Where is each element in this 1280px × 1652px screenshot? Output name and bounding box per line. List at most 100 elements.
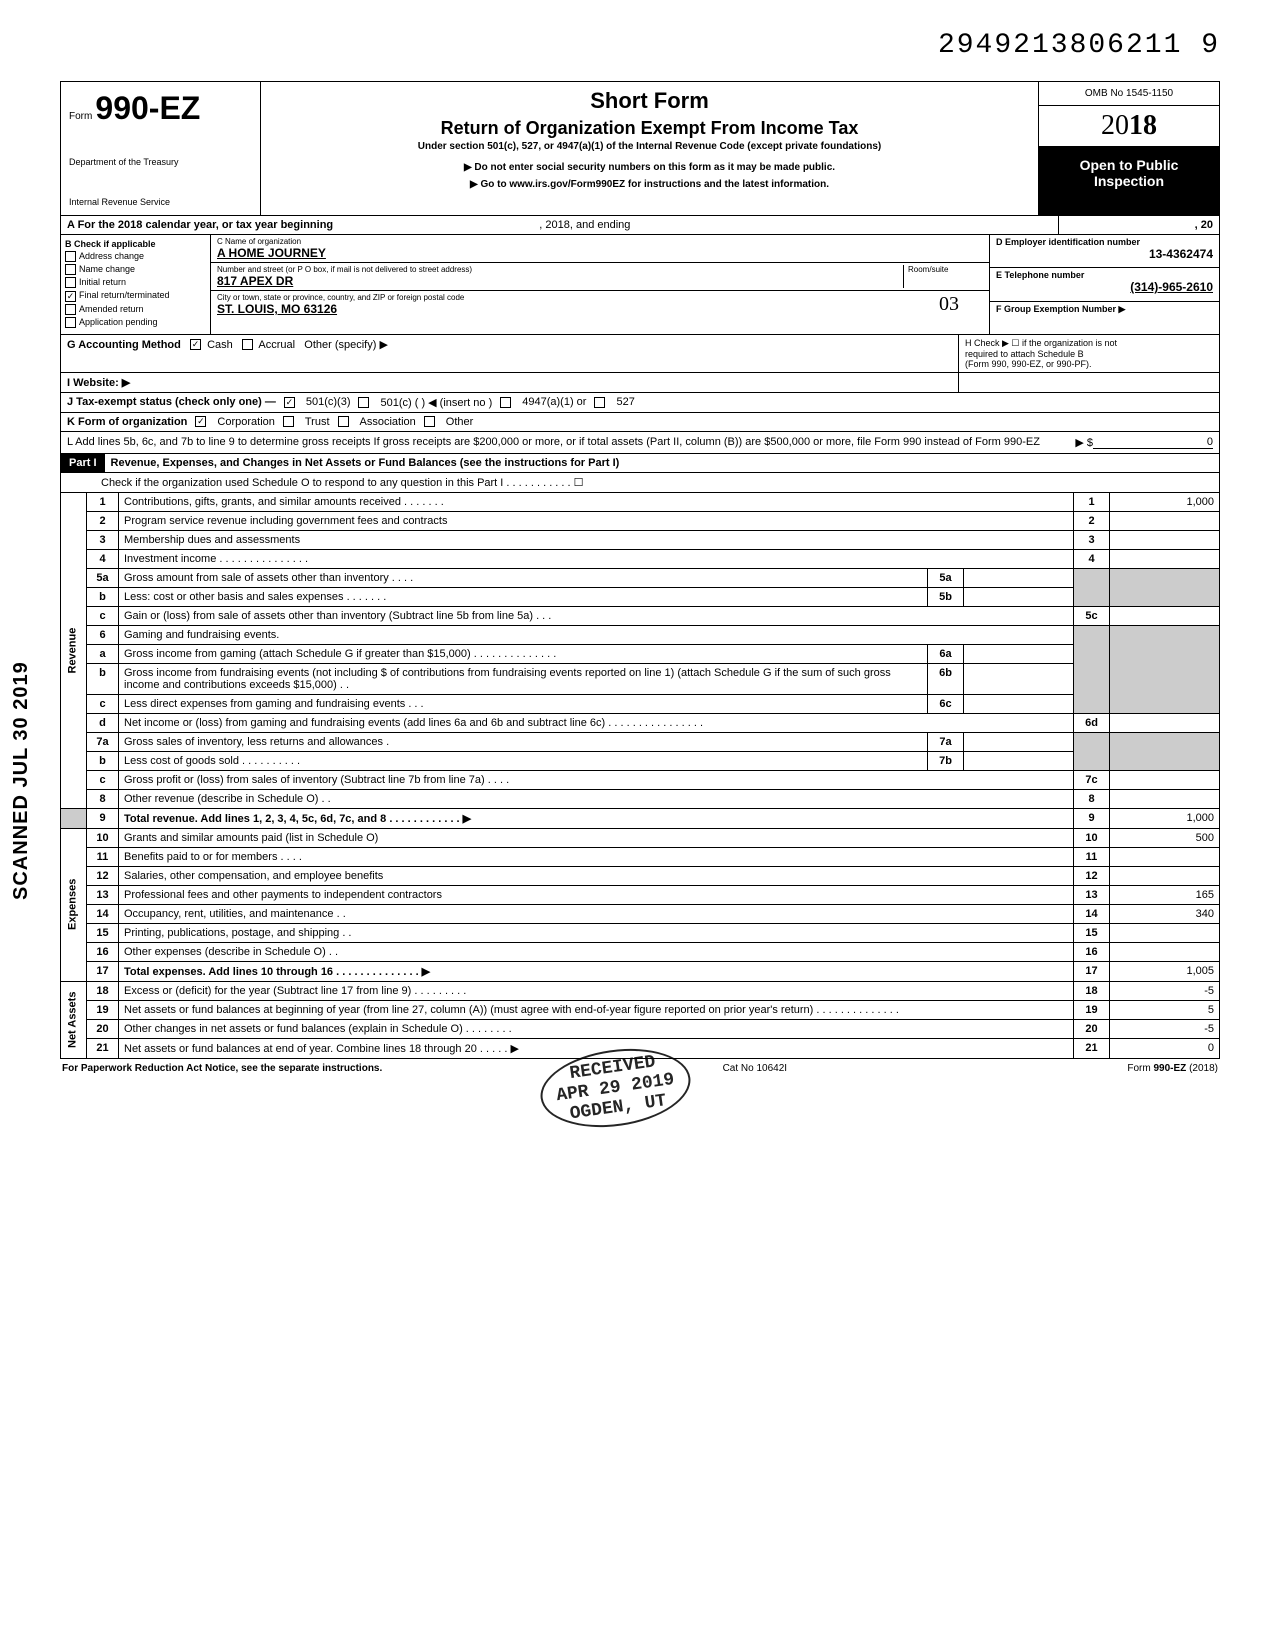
- room-suite-label: Room/suite: [903, 265, 983, 288]
- k-label: K Form of organization: [67, 416, 187, 428]
- part1-title: Revenue, Expenses, and Changes in Net As…: [105, 454, 1219, 472]
- cb-501c3[interactable]: ✓: [284, 397, 295, 408]
- h-line1: H Check ▶ ☐ if the organization is not: [965, 338, 1213, 349]
- row-h: H Check ▶ ☐ if the organization is not r…: [959, 335, 1219, 372]
- row-i: I Website: ▶: [61, 373, 959, 392]
- table-row: 8Other revenue (describe in Schedule O) …: [61, 789, 1220, 808]
- table-row: 7aGross sales of inventory, less returns…: [61, 732, 1220, 751]
- org-name-row: C Name of organization A HOME JOURNEY: [211, 235, 989, 263]
- table-row: 16Other expenses (describe in Schedule O…: [61, 942, 1220, 961]
- form-number: 990-EZ: [95, 90, 200, 126]
- cb-name-change[interactable]: Name change: [65, 264, 206, 275]
- table-row: 9Total revenue. Add lines 1, 2, 3, 4, 5c…: [61, 808, 1220, 828]
- table-row: 2Program service revenue including gover…: [61, 511, 1220, 530]
- open-to-public: Open to Public Inspection: [1039, 147, 1219, 215]
- j-o3: 4947(a)(1) or: [522, 396, 586, 408]
- ssn-warning: ▶ Do not enter social security numbers o…: [271, 162, 1028, 173]
- footer-right: Form 990-EZ (2018): [1127, 1063, 1218, 1074]
- block-b-to-f: B Check if applicable Address change Nam…: [60, 235, 1220, 335]
- goto-link: ▶ Go to www.irs.gov/Form990EZ for instru…: [271, 179, 1028, 190]
- cb-accrual[interactable]: [242, 339, 253, 350]
- form-header: Form 990-EZ Department of the Treasury I…: [60, 81, 1220, 216]
- cb-other-org[interactable]: [424, 416, 435, 427]
- cb-amended-return[interactable]: Amended return: [65, 304, 206, 315]
- row-k: K Form of organization ✓Corporation Trus…: [60, 413, 1220, 432]
- part1-badge: Part I: [61, 454, 105, 472]
- row-l: L Add lines 5b, 6c, and 7b to line 9 to …: [60, 432, 1220, 454]
- row-a-left: A For the 2018 calendar year, or tax yea…: [67, 219, 333, 231]
- col-b-header: B Check if applicable: [65, 239, 206, 249]
- cb-application-pending[interactable]: Application pending: [65, 317, 206, 328]
- subtitle: Under section 501(c), 527, or 4947(a)(1)…: [271, 141, 1028, 152]
- g-accrual: Accrual: [258, 339, 295, 351]
- table-row: Expenses10Grants and similar amounts pai…: [61, 828, 1220, 847]
- h-line2: required to attach Schedule B: [965, 349, 1213, 359]
- phone-label: E Telephone number: [996, 270, 1213, 280]
- ein-row: D Employer identification number 13-4362…: [990, 235, 1219, 268]
- cb-final-return[interactable]: ✓Final return/terminated: [65, 290, 206, 301]
- ein-label: D Employer identification number: [996, 237, 1213, 247]
- table-row: 13Professional fees and other payments t…: [61, 885, 1220, 904]
- short-form-title: Short Form: [271, 88, 1028, 114]
- cb-address-change[interactable]: Address change: [65, 251, 206, 262]
- g-cash: Cash: [207, 339, 233, 351]
- group-exemption-row: F Group Exemption Number ▶: [990, 302, 1219, 334]
- j-o1: 501(c)(3): [306, 396, 351, 408]
- city-label: City or town, state or province, country…: [217, 293, 983, 302]
- table-row: 3Membership dues and assessments3: [61, 530, 1220, 549]
- city-row: City or town, state or province, country…: [211, 291, 989, 318]
- tax-year: 2018: [1039, 106, 1219, 147]
- table-row: 17Total expenses. Add lines 10 through 1…: [61, 961, 1220, 981]
- main-table: Revenue 1 Contributions, gifts, grants, …: [60, 493, 1220, 1059]
- cb-527[interactable]: [594, 397, 605, 408]
- cb-trust[interactable]: [283, 416, 294, 427]
- l-text: L Add lines 5b, 6c, and 7b to line 9 to …: [67, 436, 1053, 449]
- handwritten-note: 03: [939, 293, 959, 316]
- right-no: 1: [1074, 493, 1110, 512]
- scanned-stamp: SCANNED JUL 30 2019: [10, 661, 33, 900]
- table-row: bLess cost of goods sold . . . . . . . .…: [61, 751, 1220, 770]
- row-h-cont: [959, 373, 1219, 392]
- footer-left: For Paperwork Reduction Act Notice, see …: [62, 1063, 382, 1074]
- form-id-cell: Form 990-EZ Department of the Treasury I…: [61, 82, 261, 215]
- row-a-text: A For the 2018 calendar year, or tax yea…: [61, 216, 1059, 234]
- dept-irs: Internal Revenue Service: [69, 197, 252, 207]
- cb-501c[interactable]: [358, 397, 369, 408]
- row-a-right: , 20: [1059, 216, 1219, 234]
- street-row: Number and street (or P O box, if mail i…: [211, 263, 989, 291]
- group-exemption-label: F Group Exemption Number ▶: [996, 304, 1213, 315]
- table-row: bLess: cost or other basis and sales exp…: [61, 587, 1220, 606]
- table-row: 4Investment income . . . . . . . . . . .…: [61, 549, 1220, 568]
- table-row: Net Assets18Excess or (deficit) for the …: [61, 981, 1220, 1000]
- part1-sub: Check if the organization used Schedule …: [60, 473, 1220, 493]
- col-c-org-info: C Name of organization A HOME JOURNEY Nu…: [211, 235, 989, 334]
- j-o2: 501(c) ( ) ◀ (insert no ): [380, 396, 492, 409]
- title-cell: Short Form Return of Organization Exempt…: [261, 82, 1039, 215]
- table-row: bGross income from fundraising events (n…: [61, 663, 1220, 694]
- line-desc: Contributions, gifts, grants, and simila…: [119, 493, 1074, 512]
- k-o2: Trust: [305, 416, 330, 428]
- row-g-h: G Accounting Method ✓ Cash Accrual Other…: [60, 335, 1220, 373]
- table-row: 20Other changes in net assets or fund ba…: [61, 1019, 1220, 1038]
- right-val: 1,000: [1110, 493, 1220, 512]
- l-amount: 0: [1093, 436, 1213, 449]
- org-name-value: A HOME JOURNEY: [217, 246, 983, 260]
- table-row: Revenue 1 Contributions, gifts, grants, …: [61, 493, 1220, 512]
- cb-cash[interactable]: ✓: [190, 339, 201, 350]
- phone-value: (314)-965-2610: [996, 280, 1213, 294]
- cb-corporation[interactable]: ✓: [195, 416, 206, 427]
- k-o3: Association: [360, 416, 416, 428]
- table-row: cGross profit or (loss) from sales of in…: [61, 770, 1220, 789]
- table-row: 6Gaming and fundraising events.: [61, 625, 1220, 644]
- cb-association[interactable]: [338, 416, 349, 427]
- row-g: G Accounting Method ✓ Cash Accrual Other…: [61, 335, 959, 372]
- table-row: 19Net assets or fund balances at beginni…: [61, 1000, 1220, 1019]
- table-row: 15Printing, publications, postage, and s…: [61, 923, 1220, 942]
- cb-4947[interactable]: [500, 397, 511, 408]
- omb-number: OMB No 1545-1150: [1039, 82, 1219, 106]
- table-row: aGross income from gaming (attach Schedu…: [61, 644, 1220, 663]
- cb-initial-return[interactable]: Initial return: [65, 277, 206, 288]
- table-row: 12Salaries, other compensation, and empl…: [61, 866, 1220, 885]
- table-row: dNet income or (loss) from gaming and fu…: [61, 713, 1220, 732]
- j-o4: 527: [616, 396, 634, 408]
